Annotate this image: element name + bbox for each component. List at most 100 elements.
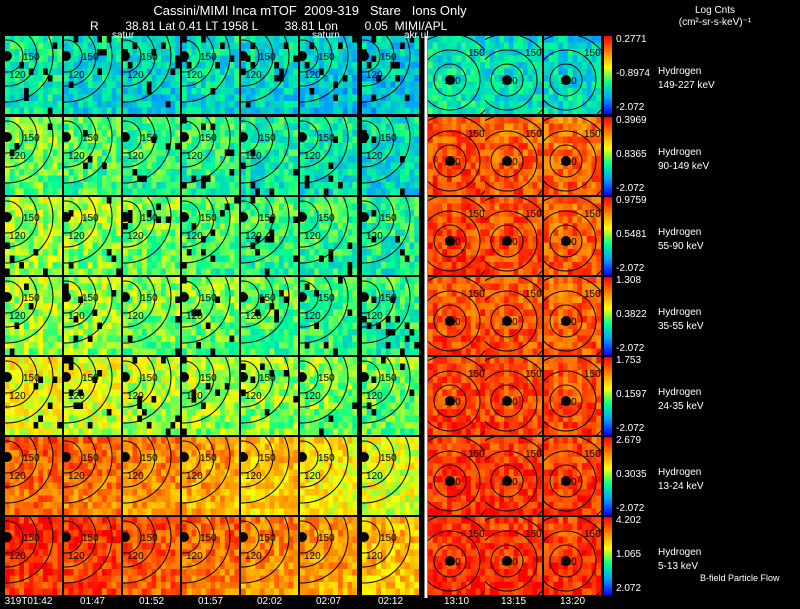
- contour-level-label: 120: [366, 311, 383, 322]
- contour-line: [64, 440, 83, 474]
- saturn-marker: [5, 372, 12, 382]
- contour-level-label: 150: [82, 533, 99, 544]
- contour-line: [182, 277, 215, 328]
- contour-line: [544, 130, 597, 192]
- saturn-label-2: saturn: [312, 30, 340, 41]
- energy-range-label: 149-227 keV: [658, 80, 715, 91]
- saturn-marker: [300, 51, 307, 61]
- saturn-marker: [561, 396, 571, 406]
- contour-line: [182, 357, 215, 408]
- saturn-marker: [123, 452, 130, 462]
- contour-line: [64, 120, 83, 154]
- contour-level-label: 120: [68, 311, 85, 322]
- contour-line: [433, 544, 467, 578]
- heatmap-panel: [5, 117, 62, 195]
- contour-line: [5, 280, 24, 314]
- saturn-marker: [5, 51, 12, 61]
- contour-level-label: 150: [584, 449, 601, 460]
- heatmap-panel: [544, 277, 601, 355]
- colorbar-tick-label: -2.072: [616, 343, 645, 354]
- energy-range-label: 5-13 keV: [658, 561, 699, 572]
- contour-line: [64, 117, 97, 168]
- contour-line: [123, 517, 156, 568]
- contour-line: [64, 357, 113, 424]
- saturn-marker: [5, 212, 12, 222]
- contour-level-label: 150: [23, 293, 40, 304]
- contour-line: [182, 36, 231, 103]
- contour-level-label: 120: [9, 70, 26, 81]
- contour-level-label: 120: [444, 76, 461, 87]
- species-label: Hydrogen: [658, 467, 702, 478]
- heatmap-panel: [182, 36, 239, 114]
- contour-level-label: 150: [318, 293, 335, 304]
- contour-line: [64, 357, 97, 408]
- contour-line: [241, 277, 274, 328]
- contour-level-label: 150: [259, 52, 276, 63]
- saturn-marker: [123, 51, 130, 61]
- contour-level-label: 150: [584, 529, 601, 540]
- contour-level-label: 120: [245, 551, 262, 562]
- contour-line: [64, 520, 83, 554]
- contour-line: [485, 290, 538, 352]
- heatmap-panel: [428, 277, 485, 355]
- heatmap-panel: [544, 357, 601, 435]
- contour-line: [362, 36, 395, 87]
- saturn-marker: [502, 236, 512, 246]
- saturn-marker: [182, 452, 189, 462]
- heatmap-panel: [5, 197, 62, 275]
- contour-level-label: 120: [444, 317, 461, 328]
- contour-level-label: 150: [82, 133, 99, 144]
- heatmap-panel: [544, 36, 601, 114]
- colorbar-tick-label: 0.3035: [616, 469, 647, 480]
- contour-line: [362, 517, 395, 568]
- time-tick-label: 01:47: [79, 596, 106, 607]
- contour-line: [485, 49, 538, 111]
- saturn-marker: [64, 532, 71, 542]
- contour-line: [123, 517, 172, 584]
- contour-line: [549, 63, 583, 97]
- contour-line: [300, 437, 333, 488]
- contour-line: [182, 117, 231, 184]
- contour-level-label: 150: [584, 48, 601, 59]
- saturn-marker: [123, 212, 130, 222]
- colorbar-tick-label: 0.2771: [616, 34, 647, 45]
- contour-level-label: 150: [23, 213, 40, 224]
- saturn-marker: [182, 292, 189, 302]
- colorbar-tick-label: 0.8365: [616, 149, 647, 160]
- contour-level-label: 150: [525, 209, 542, 220]
- saturn-marker: [362, 292, 369, 302]
- saturn-marker: [123, 532, 130, 542]
- contour-line: [241, 357, 274, 408]
- saturn-marker: [241, 372, 248, 382]
- saturn-marker: [182, 132, 189, 142]
- heatmap-panel: [362, 357, 419, 435]
- saturn-marker: [445, 556, 455, 566]
- heatmap-panel: [485, 197, 542, 275]
- contour-line: [182, 197, 215, 248]
- heatmap-panel: [123, 517, 180, 595]
- contour-line: [182, 200, 201, 234]
- contour-line: [241, 36, 274, 87]
- saturn-marker: [502, 556, 512, 566]
- contour-level-label: 120: [68, 551, 85, 562]
- energy-range-label: 35-55 keV: [658, 321, 704, 332]
- colorbar-tick-label: 0.3822: [616, 309, 647, 320]
- contour-line: [182, 280, 201, 314]
- contour-line: [5, 120, 24, 154]
- heatmap-panel: [300, 437, 357, 515]
- contour-line: [123, 39, 142, 73]
- contour-line: [182, 36, 215, 87]
- heatmap-panel: [64, 357, 121, 435]
- contour-level-label: 150: [23, 453, 40, 464]
- colorbar-tick-label: 1.308: [616, 275, 642, 286]
- contour-line: [5, 437, 54, 504]
- contour-line: [5, 200, 24, 234]
- contour-line: [241, 36, 290, 103]
- contour-line: [485, 210, 538, 272]
- contour-line: [300, 517, 333, 568]
- heatmap-panel: [362, 36, 419, 114]
- contour-line: [362, 360, 381, 394]
- contour-line: [5, 517, 38, 568]
- contour-line: [428, 210, 481, 272]
- contour-line: [362, 517, 411, 584]
